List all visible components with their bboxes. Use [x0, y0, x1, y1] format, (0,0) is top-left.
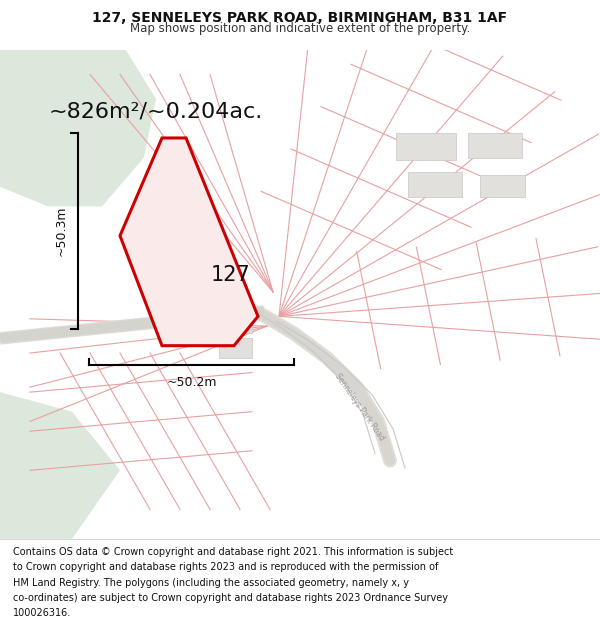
Bar [480, 174, 525, 197]
Text: ~50.2m: ~50.2m [166, 376, 217, 389]
Text: 100026316.: 100026316. [13, 608, 71, 618]
Text: HM Land Registry. The polygons (including the associated geometry, namely x, y: HM Land Registry. The polygons (includin… [13, 578, 409, 587]
Text: Contains OS data © Crown copyright and database right 2021. This information is : Contains OS data © Crown copyright and d… [13, 548, 454, 558]
Polygon shape [0, 392, 120, 539]
Text: 127: 127 [211, 265, 251, 285]
Bar [468, 133, 522, 158]
Polygon shape [0, 50, 156, 206]
Text: co-ordinates) are subject to Crown copyright and database rights 2023 Ordnance S: co-ordinates) are subject to Crown copyr… [13, 592, 448, 602]
Text: ~50.3m: ~50.3m [54, 206, 67, 256]
Text: Senneleys Park Road: Senneleys Park Road [334, 371, 386, 442]
Text: to Crown copyright and database rights 2023 and is reproduced with the permissio: to Crown copyright and database rights 2… [13, 562, 439, 572]
Text: 127, SENNELEYS PARK ROAD, BIRMINGHAM, B31 1AF: 127, SENNELEYS PARK ROAD, BIRMINGHAM, B3… [92, 11, 508, 25]
Bar [408, 172, 462, 197]
Bar [396, 133, 456, 160]
Polygon shape [120, 138, 258, 346]
Text: Map shows position and indicative extent of the property.: Map shows position and indicative extent… [130, 22, 470, 35]
Text: ~826m²/~0.204ac.: ~826m²/~0.204ac. [49, 101, 263, 121]
Bar [219, 338, 252, 358]
Bar [219, 314, 252, 334]
